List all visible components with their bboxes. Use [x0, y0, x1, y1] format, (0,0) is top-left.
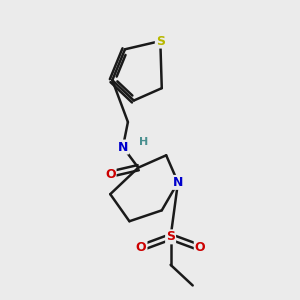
Text: S: S [156, 34, 165, 48]
Text: N: N [118, 141, 128, 154]
Text: H: H [139, 137, 148, 147]
Text: O: O [195, 241, 206, 254]
Text: O: O [105, 168, 116, 181]
Text: S: S [166, 230, 175, 243]
Text: N: N [173, 176, 183, 189]
Text: O: O [136, 241, 146, 254]
